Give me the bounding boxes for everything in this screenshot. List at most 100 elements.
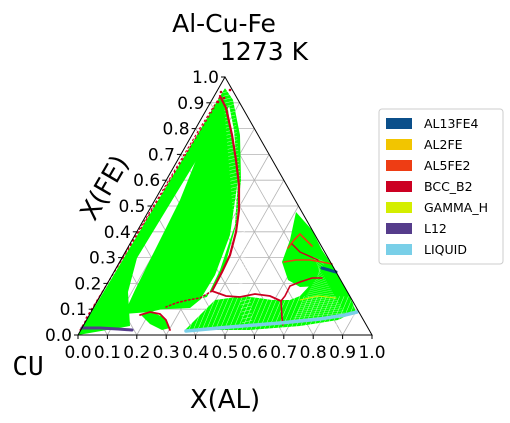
chart-title: Al-Cu-Fe: [172, 9, 276, 38]
x-tick-label: 0.6: [241, 343, 268, 363]
tie-line: [232, 206, 243, 210]
tie-line: [306, 289, 332, 296]
legend-swatch-al5fe2: [386, 160, 412, 171]
legend-swatch-l12: [386, 223, 412, 234]
x-tick-label: 0.1: [94, 343, 121, 363]
tie-line: [312, 279, 326, 286]
tie-line: [241, 309, 252, 313]
tie-line: [228, 153, 239, 157]
l12-boundary: [80, 326, 134, 332]
legend-swatch-liquid: [386, 244, 412, 255]
tie-line: [239, 288, 250, 292]
tie-line: [270, 296, 287, 335]
tie-line: [301, 296, 318, 335]
tie-line: [318, 296, 336, 335]
tie-line: [225, 121, 236, 125]
tie-line: [298, 304, 340, 310]
tie-line: [305, 296, 323, 335]
tie-line: [308, 285, 330, 292]
tie-line: [232, 203, 243, 207]
y-axis-ticks: 0.0 0.1 0.2 0.3 0.4 0.5 0.6 0.7 0.8 0.9 1.0: [45, 68, 225, 346]
y-tick-label: 1.0: [192, 68, 219, 88]
tie-line: [239, 296, 257, 335]
tie-line: [279, 296, 296, 335]
tie-line: [283, 296, 301, 335]
tie-line: [186, 296, 204, 335]
tie-line: [222, 82, 233, 86]
y-tick-label: 0.1: [60, 300, 87, 320]
tie-line: [274, 296, 292, 335]
x-tick-label: 0.4: [182, 343, 209, 363]
legend-label-liquid: LIQUID: [424, 242, 467, 257]
tie-line: [225, 118, 236, 122]
tie-region-small: [140, 312, 170, 330]
legend-label-bcc_b2: BCC_B2: [424, 179, 473, 194]
al5fe2-boundary-c: [291, 243, 319, 261]
tie-line: [240, 302, 251, 306]
y-tick-label: 0.6: [133, 171, 160, 191]
y-tick-label: 0.8: [163, 120, 190, 140]
tie-line: [313, 277, 325, 284]
tie-line: [240, 305, 252, 309]
al13fe4-boundary: [320, 266, 338, 274]
tie-line: [234, 235, 246, 239]
x-tick-label: 0.2: [123, 343, 150, 363]
tie-line: [223, 97, 234, 101]
fe-cu-bcc-boundary: [79, 94, 222, 331]
tie-line: [316, 271, 322, 277]
tie-line: [301, 298, 337, 304]
tie-region-fe-cu-band: [78, 88, 233, 335]
bcc-b2-boundary-upper: [210, 94, 241, 293]
tie-line: [238, 277, 249, 281]
legend-label-al5fe2: AL5FE2: [424, 158, 471, 173]
tie-line: [317, 265, 321, 271]
tie-line: [299, 302, 339, 308]
fe-corner-markers: [216, 88, 232, 104]
tie-line: [228, 157, 239, 161]
tie-line: [236, 249, 247, 253]
y-tick-label: 0.4: [104, 223, 131, 243]
tie-line: [237, 270, 249, 274]
bcc-b2-boundary-right: [280, 277, 323, 302]
x-tick-label: 0.8: [300, 343, 327, 363]
tie-line: [230, 296, 248, 335]
legend-label-al13fe4: AL13FE4: [424, 116, 479, 131]
tie-line: [311, 281, 328, 288]
chart-subtitle: 1273 K: [220, 37, 309, 66]
tie-line: [239, 291, 251, 295]
x-tick-label: 0.7: [270, 343, 297, 363]
tie-line: [243, 296, 261, 335]
tie-line: [235, 242, 246, 246]
tie-line: [241, 319, 253, 324]
tie-line: [236, 252, 247, 256]
legend-swatch-gamma_h: [386, 202, 412, 213]
tie-line: [235, 245, 247, 249]
al5fe2-boundary: [287, 232, 313, 249]
tie-line: [305, 291, 333, 298]
tie-line: [307, 287, 331, 294]
tie-line: [235, 296, 252, 335]
x-tick-label: 1.0: [358, 343, 385, 363]
x-tick-label: 0.0: [64, 343, 91, 363]
tie-region-fe-rich: [124, 88, 238, 314]
tie-line: [241, 312, 252, 316]
tie-line: [228, 160, 240, 164]
bcc-b2-boundary-small-loop: [139, 311, 171, 331]
tie-line: [309, 283, 329, 290]
liquid-boundary: [184, 310, 359, 333]
tie-line: [314, 296, 332, 335]
tie-line: [231, 196, 243, 200]
tie-line: [222, 89, 234, 94]
bcc-b2-boundary-lower: [165, 290, 213, 308]
tie-line: [231, 199, 243, 203]
bcc-b2-boundary-middle: [211, 290, 282, 302]
phase-boundaries: [79, 94, 359, 333]
y-tick-label: 0.3: [89, 249, 116, 269]
tie-line: [238, 273, 249, 278]
tie-line: [235, 238, 246, 242]
tie-line: [257, 296, 274, 335]
tie-line: [237, 263, 248, 267]
tie-line: [236, 256, 248, 260]
y-tick-label: 0.2: [74, 274, 101, 294]
